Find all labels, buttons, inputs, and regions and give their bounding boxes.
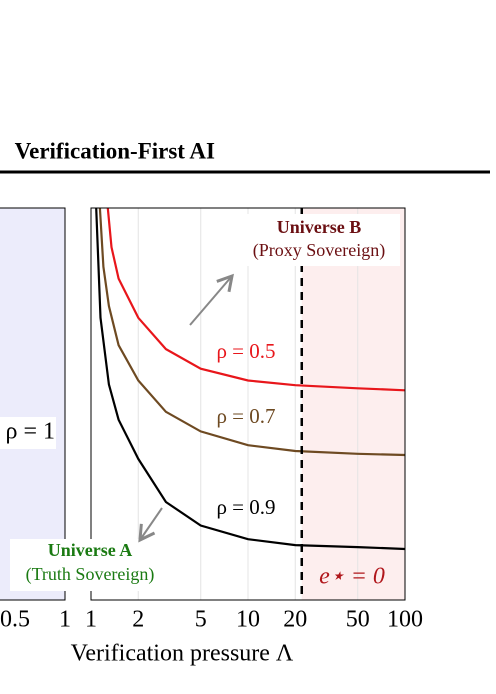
- universe-b-title: Universe B: [277, 217, 362, 237]
- x-tick-label: 0.5: [0, 607, 30, 633]
- universe-a-title: Universe A: [48, 540, 133, 560]
- curve: [98, 208, 405, 457]
- curves: [95, 208, 405, 551]
- arrow: [138, 507, 163, 543]
- x-tick-label: 2: [132, 607, 144, 633]
- annotation: ρ = 1: [5, 419, 55, 445]
- shaded-region: [0, 208, 65, 600]
- curve: [106, 208, 405, 392]
- heading: Verification-First AI: [15, 138, 215, 163]
- curve-label: ρ = 0.5: [216, 339, 275, 363]
- curve-label: ρ = 0.7: [216, 404, 275, 428]
- x-axis-label: Verification pressure Λ: [71, 641, 294, 667]
- x-tick-label: 5: [195, 607, 207, 633]
- label-bg: [10, 539, 168, 591]
- plot-frame: [90, 207, 406, 601]
- universe-b-subtitle: (Proxy Sovereign): [253, 240, 385, 261]
- threshold-label: e⋆ = 0: [319, 564, 385, 590]
- x-tick-label: 100: [387, 607, 423, 633]
- x-tick-label: 10: [236, 607, 260, 633]
- x-tick-label: 50: [346, 607, 370, 633]
- threshold-region: [301, 208, 405, 600]
- arrow: [189, 273, 234, 326]
- plots: 0.5 1 ρ = 1 1 2 5 10 20 50 100 ρ = 0.5 ρ = 0.7 ρ = 0…: [0, 207, 423, 667]
- x-tick-label: 20: [283, 607, 307, 633]
- universe-a-subtitle: (Truth Sovereign): [26, 564, 155, 585]
- label-bg: [238, 214, 400, 266]
- x-tick-label: 1: [59, 607, 71, 633]
- label-bg: [0, 417, 56, 449]
- x-tick-label: 1: [85, 607, 97, 633]
- curve-label: ρ = 0.9: [216, 495, 275, 519]
- plot-frame: [0, 207, 66, 601]
- curve: [95, 208, 405, 551]
